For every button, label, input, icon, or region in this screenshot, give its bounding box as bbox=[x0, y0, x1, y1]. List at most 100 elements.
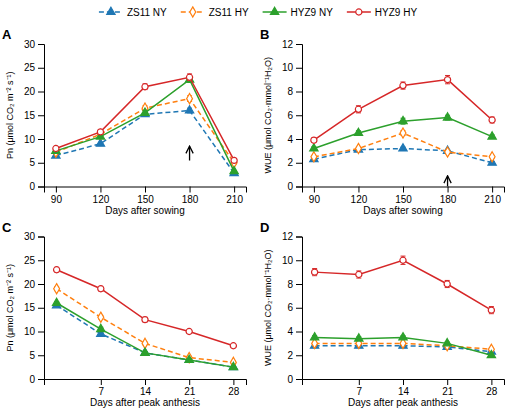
series bbox=[53, 74, 237, 164]
point bbox=[488, 132, 496, 139]
y-tick-mark bbox=[38, 68, 44, 69]
error-bar bbox=[490, 117, 495, 123]
point bbox=[52, 146, 60, 153]
y-tick: 5 bbox=[29, 350, 44, 361]
x-axis-line bbox=[45, 187, 247, 193]
point bbox=[142, 317, 148, 323]
x-tick: 28 bbox=[486, 379, 498, 397]
y-tick-label: 2 bbox=[287, 350, 293, 361]
y-tick: 0 bbox=[287, 374, 302, 385]
panel: 7142128051015202530Days after peak anthe… bbox=[2, 220, 247, 409]
x-tick: 180 bbox=[182, 187, 199, 205]
y-tick: 5 bbox=[29, 157, 44, 168]
y-axis: 024681012 bbox=[282, 231, 303, 385]
y-tick-mark bbox=[296, 355, 302, 356]
point bbox=[443, 339, 451, 346]
y-tick: 8 bbox=[287, 279, 302, 290]
point bbox=[231, 157, 237, 163]
point bbox=[355, 143, 361, 153]
series bbox=[311, 75, 495, 143]
y-tick-mark bbox=[296, 237, 302, 238]
y-axis-title: Pn (μmol CO₂ m⁻² s⁻¹) bbox=[5, 264, 15, 352]
y-tick: 10 bbox=[24, 134, 44, 145]
y-tick-mark bbox=[38, 355, 44, 356]
x-tick: 210 bbox=[226, 187, 243, 205]
y-tick-mark bbox=[296, 308, 302, 309]
point bbox=[53, 145, 59, 151]
series-line bbox=[314, 80, 492, 141]
point bbox=[98, 286, 104, 292]
x-tick: 7 bbox=[99, 379, 105, 397]
y-tick-label: 5 bbox=[29, 157, 35, 168]
y-tick: 20 bbox=[24, 279, 44, 290]
point bbox=[97, 129, 103, 135]
series-line bbox=[56, 77, 234, 160]
point bbox=[230, 343, 236, 349]
y-tick: 15 bbox=[24, 110, 44, 121]
x-tick-mark bbox=[403, 187, 404, 193]
legend-label: ZS11 NY bbox=[127, 7, 167, 18]
y-tick: 2 bbox=[287, 157, 302, 168]
y-tick: 4 bbox=[287, 134, 302, 145]
y-axis-line bbox=[38, 237, 45, 380]
legend-symbol bbox=[356, 9, 362, 15]
panel-label: D bbox=[260, 220, 269, 235]
y-tick-label: 20 bbox=[24, 279, 36, 290]
series bbox=[312, 338, 495, 354]
y-tick-mark bbox=[38, 284, 44, 285]
error-bar bbox=[401, 256, 406, 264]
y-tick-label: 10 bbox=[282, 255, 294, 266]
point bbox=[142, 84, 148, 90]
y-tick-label: 10 bbox=[24, 326, 36, 337]
series-line bbox=[315, 260, 492, 310]
y-tick: 15 bbox=[24, 302, 44, 313]
series bbox=[52, 298, 237, 369]
error-bar bbox=[98, 286, 103, 291]
legend-symbol bbox=[270, 7, 278, 14]
y-axis-line bbox=[296, 237, 303, 380]
point bbox=[355, 106, 361, 112]
y-tick-label: 0 bbox=[287, 181, 293, 192]
y-tick-label: 12 bbox=[282, 231, 294, 242]
y-tick: 10 bbox=[282, 62, 302, 73]
y-axis: 051015202530 bbox=[24, 231, 45, 385]
x-tick: 150 bbox=[137, 187, 154, 205]
plot-area bbox=[52, 74, 239, 176]
y-tick-label: 8 bbox=[287, 86, 293, 97]
point bbox=[141, 348, 149, 355]
point bbox=[185, 355, 193, 362]
point bbox=[187, 94, 193, 104]
x-tick: 90 bbox=[51, 187, 63, 205]
x-tick-mark bbox=[447, 379, 448, 385]
y-tick: 6 bbox=[287, 110, 302, 121]
legend: ZS11 NYZS11 HYHYZ9 NYHYZ9 HY bbox=[99, 7, 417, 18]
x-tick-label: 90 bbox=[309, 194, 321, 205]
series-line bbox=[57, 305, 234, 367]
point bbox=[312, 269, 318, 275]
y-tick: 10 bbox=[282, 255, 302, 266]
series bbox=[312, 256, 495, 314]
panel: 90120150180210024681012Days after sowing… bbox=[260, 27, 505, 216]
error-bar bbox=[311, 138, 316, 143]
y-tick-mark bbox=[296, 68, 302, 69]
point bbox=[229, 362, 237, 369]
x-tick-label: 180 bbox=[440, 194, 457, 205]
y-tick-mark bbox=[296, 332, 302, 333]
y-axis-line bbox=[296, 45, 303, 188]
x-tick-mark bbox=[101, 379, 102, 385]
y-tick-mark bbox=[38, 139, 44, 140]
y-tick: 12 bbox=[282, 231, 302, 242]
x-tick: 210 bbox=[484, 187, 501, 205]
x-tick-label: 14 bbox=[140, 386, 152, 397]
x-tick: 21 bbox=[442, 379, 454, 397]
x-tick-label: 210 bbox=[484, 194, 501, 205]
y-tick-label: 10 bbox=[282, 62, 294, 73]
x-axis-line bbox=[45, 380, 247, 386]
y-tick-label: 2 bbox=[287, 157, 293, 168]
x-tick: 7 bbox=[357, 379, 363, 397]
error-bar bbox=[401, 82, 406, 89]
y-tick: 4 bbox=[287, 326, 302, 337]
y-tick: 30 bbox=[24, 231, 44, 242]
y-tick-mark bbox=[38, 187, 44, 188]
point bbox=[489, 152, 495, 162]
